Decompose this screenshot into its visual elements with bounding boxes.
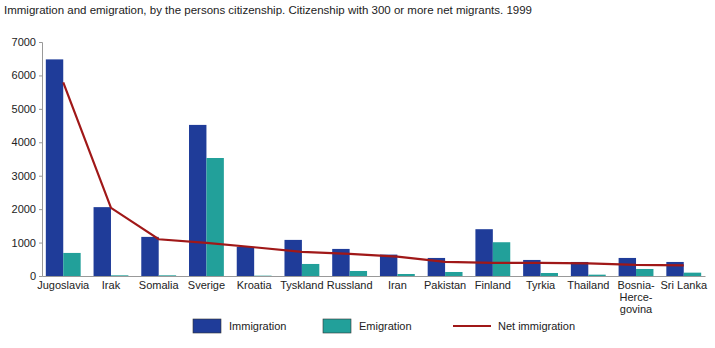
tick: Pakistan [424, 279, 466, 291]
tick-mark [39, 142, 42, 143]
bar [189, 125, 206, 276]
bar [493, 242, 510, 276]
line [63, 82, 684, 265]
tick-label: Somalia [139, 279, 180, 291]
bar [684, 273, 701, 276]
tick-label: 0 [30, 270, 36, 282]
tick: Kroatia [237, 279, 273, 291]
bar [445, 272, 462, 276]
tick: Iran [388, 279, 407, 291]
legend-label: Emigration [359, 320, 412, 332]
legend: Immigration Emigration Net immigration [193, 319, 575, 333]
tick-label: Tyskland [280, 279, 323, 291]
tick-label: 2000 [12, 203, 36, 215]
legend-label: Net immigration [498, 320, 575, 332]
tick-label: Bosnia-Herce-govina [617, 279, 655, 315]
tick-label: 4000 [12, 136, 36, 148]
bar-series [46, 59, 684, 276]
bar [588, 275, 605, 276]
plot-area [46, 59, 701, 276]
tick-label: Thailand [567, 279, 609, 291]
bar [475, 229, 492, 276]
tick-label: Finland [475, 279, 511, 291]
bar [94, 207, 111, 276]
tick: Sri Lanka [661, 279, 708, 291]
legend-key [323, 319, 351, 333]
bar [380, 255, 397, 276]
tick-label: Irak [102, 279, 121, 291]
tick: Bosnia-Herce-govina [617, 279, 655, 315]
tick: 3000 [12, 170, 42, 182]
bar [619, 258, 636, 276]
tick-label: 7000 [12, 36, 36, 48]
bar [46, 59, 63, 276]
bar [254, 275, 271, 276]
tick-label: Pakistan [424, 279, 466, 291]
tick-mark [39, 42, 42, 43]
bar [237, 247, 254, 276]
tick-label: 5000 [12, 103, 36, 115]
tick: Tyskland [280, 279, 323, 291]
bar [397, 274, 414, 276]
tick-mark [39, 209, 42, 210]
tick-label: 3000 [12, 170, 36, 182]
tick-label: 1000 [12, 237, 36, 249]
tick: Jugoslavia [37, 279, 90, 291]
bar [666, 262, 683, 276]
axis-line [39, 43, 43, 277]
bar [159, 275, 176, 276]
tick-label: Sverige [188, 279, 225, 291]
bar [141, 237, 158, 276]
tick: 6000 [12, 69, 42, 81]
tick-mark [39, 276, 42, 277]
tick: Somalia [139, 279, 180, 291]
chart: Immigration and emigration, by the perso… [0, 0, 715, 348]
legend-key [193, 319, 221, 333]
tick-label: Iran [388, 279, 407, 291]
tick-label: Tyrkia [526, 279, 556, 291]
tick: Finland [475, 279, 511, 291]
tick-label: Sri Lanka [661, 279, 708, 291]
bar [206, 158, 223, 276]
bar [63, 253, 80, 276]
tick: Thailand [567, 279, 609, 291]
tick: Tyrkia [526, 279, 556, 291]
bar [541, 273, 558, 276]
tick: 7000 [12, 36, 42, 48]
x-axis: Jugoslavia Irak Somalia Sverige Kroatia Tyskl… [37, 277, 708, 316]
bar [636, 269, 653, 276]
bar [302, 264, 319, 276]
tick-mark [39, 75, 42, 76]
tick-mark [39, 176, 42, 177]
y-axis: 0 1000 2000 3000 4000 5000 6000 7000 [12, 36, 43, 282]
tick-label: Jugoslavia [37, 279, 90, 291]
bar [284, 240, 301, 276]
axis-line [43, 276, 706, 277]
tick-mark [39, 109, 42, 110]
tick: 4000 [12, 136, 42, 148]
tick-label: 6000 [12, 69, 36, 81]
bar [350, 271, 367, 276]
bar [111, 275, 128, 276]
title: Immigration and emigration, by the perso… [4, 4, 532, 16]
legend-label: Immigration [229, 320, 286, 332]
tick-label: Russland [327, 279, 373, 291]
tick-mark [39, 243, 42, 244]
tick: Sverige [188, 279, 225, 291]
tick: Irak [102, 279, 121, 291]
tick: 1000 [12, 237, 42, 249]
tick-label: Kroatia [237, 279, 273, 291]
tick: Russland [327, 279, 373, 291]
legend-key [453, 325, 491, 327]
bar-series [63, 158, 701, 276]
tick: 2000 [12, 203, 42, 215]
tick: 5000 [12, 103, 42, 115]
